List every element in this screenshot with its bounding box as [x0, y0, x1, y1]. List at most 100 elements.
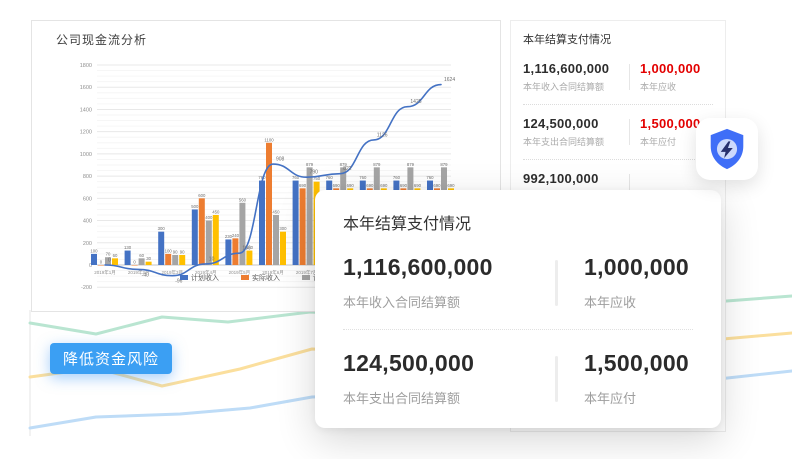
svg-text:1400: 1400: [80, 107, 92, 113]
svg-text:760: 760: [292, 175, 300, 180]
stat-expense-settled: 124,500,000 本年支出合同结算额: [523, 116, 629, 148]
popup-label: 本年支出合同结算额: [343, 391, 461, 406]
svg-text:760: 760: [258, 175, 266, 180]
svg-text:560: 560: [239, 197, 247, 202]
column-divider: [555, 259, 558, 306]
svg-text:2019年2月: 2019年2月: [128, 269, 150, 276]
stat-value: 992,100,000: [523, 171, 599, 186]
svg-text:90: 90: [173, 250, 178, 255]
svg-text:1126: 1126: [377, 132, 388, 138]
svg-text:690: 690: [414, 183, 422, 188]
svg-text:1800: 1800: [80, 63, 92, 69]
svg-text:-96: -96: [175, 279, 182, 285]
stat-income-settled: 1,116,600,000 本年收入合同结算额: [523, 61, 629, 93]
svg-text:760: 760: [359, 175, 367, 180]
svg-text:60: 60: [139, 253, 144, 258]
svg-text:822: 822: [343, 166, 352, 172]
svg-text:500: 500: [191, 204, 199, 209]
svg-text:0: 0: [100, 260, 103, 265]
svg-text:240: 240: [232, 233, 240, 238]
svg-text:30: 30: [146, 256, 151, 261]
stat-label: 本年收入合同结算额: [523, 82, 605, 92]
popup-label: 本年收入合同结算额: [343, 295, 461, 310]
svg-text:0: 0: [133, 260, 136, 265]
popup-expense-settled: 124,500,000 本年支出合同结算额: [343, 350, 555, 407]
shield-icon-card: [696, 118, 758, 180]
svg-text:2019年6月: 2019年6月: [262, 269, 284, 276]
stat-payable: 1,500,000 本年应付: [638, 116, 713, 148]
svg-text:879: 879: [440, 162, 448, 167]
stat-receivable: 1,000,000 本年应收: [638, 61, 713, 93]
svg-text:450: 450: [272, 210, 280, 215]
settlement-popup-card: 本年结算支付情况 1,116,600,000 本年收入合同结算额 1,000,0…: [315, 190, 721, 428]
svg-text:1100: 1100: [264, 137, 274, 142]
svg-text:908: 908: [276, 157, 285, 163]
svg-text:70: 70: [106, 252, 111, 257]
reduce-risk-badge[interactable]: 降低资金风险: [50, 343, 173, 374]
svg-text:1600: 1600: [80, 85, 92, 91]
column-divider: [555, 355, 558, 402]
svg-text:600: 600: [83, 196, 92, 202]
svg-text:690: 690: [380, 183, 388, 188]
svg-text:760: 760: [426, 175, 434, 180]
popup-value-red: 1,500,000: [584, 350, 690, 376]
svg-text:实际收入: 实际收入: [252, 273, 280, 282]
svg-text:690: 690: [347, 183, 355, 188]
svg-text:-200: -200: [81, 285, 92, 291]
column-divider: [629, 119, 630, 145]
svg-text:1425: 1425: [410, 99, 421, 105]
popup-payable: 1,500,000 本年应付: [558, 350, 693, 407]
svg-text:0: 0: [89, 263, 92, 269]
popup-title: 本年结算支付情况: [343, 216, 472, 233]
popup-value-red: 1,000,000: [584, 254, 690, 280]
svg-text:1200: 1200: [80, 130, 92, 136]
popup-value: 1,116,600,000: [343, 254, 493, 280]
column-divider: [629, 174, 630, 200]
svg-text:690: 690: [447, 183, 455, 188]
dotted-separator: [343, 329, 693, 330]
svg-text:450: 450: [212, 210, 220, 215]
svg-text:879: 879: [340, 162, 348, 167]
popup-income-settled: 1,116,600,000 本年收入合同结算额: [343, 254, 555, 311]
svg-text:790: 790: [310, 170, 319, 176]
svg-text:300: 300: [158, 226, 166, 231]
settlement-row-expense: 124,500,000 本年支出合同结算额 1,500,000 本年应付: [523, 116, 713, 148]
settlement-panel-title: 本年结算支付情况: [523, 34, 611, 46]
svg-text:106: 106: [242, 246, 251, 252]
svg-text:10: 10: [209, 256, 215, 262]
svg-text:750: 750: [313, 176, 321, 181]
settlement-row-income: 1,116,600,000 本年收入合同结算额 1,000,000 本年应收: [523, 61, 713, 93]
svg-text:400: 400: [83, 219, 92, 225]
svg-text:2019年3月: 2019年3月: [161, 269, 183, 276]
stat-label: 本年支出合同结算额: [523, 137, 605, 147]
cash-flow-card-title: 公司现金流分析: [56, 33, 148, 47]
svg-text:690: 690: [299, 183, 307, 188]
column-divider: [629, 64, 630, 90]
svg-text:760: 760: [326, 175, 334, 180]
svg-text:90: 90: [180, 250, 185, 255]
shield-lightning-icon: [710, 128, 744, 170]
svg-text:1000: 1000: [80, 152, 92, 158]
svg-text:2019年5月: 2019年5月: [229, 269, 251, 276]
svg-text:690: 690: [400, 183, 408, 188]
svg-text:879: 879: [407, 162, 415, 167]
dotted-separator: [523, 104, 713, 105]
svg-text:-40: -40: [142, 272, 149, 278]
svg-text:690: 690: [433, 183, 441, 188]
svg-text:130: 130: [246, 245, 254, 250]
popup-row-income: 1,116,600,000 本年收入合同结算额 1,000,000 本年应收: [343, 254, 693, 311]
svg-text:2019年1月: 2019年1月: [94, 269, 116, 276]
svg-text:100: 100: [165, 248, 173, 253]
svg-text:879: 879: [373, 162, 381, 167]
svg-text:690: 690: [366, 183, 374, 188]
svg-text:60: 60: [113, 253, 118, 258]
svg-text:130: 130: [124, 245, 132, 250]
popup-value: 124,500,000: [343, 350, 475, 376]
svg-text:800: 800: [83, 174, 92, 180]
popup-receivable: 1,000,000 本年应收: [558, 254, 693, 311]
stat-value-red: 1,500,000: [640, 116, 701, 131]
svg-text:2019年4月: 2019年4月: [195, 269, 217, 276]
svg-text:760: 760: [393, 175, 401, 180]
popup-label: 本年应付: [584, 391, 637, 406]
svg-text:879: 879: [306, 162, 314, 167]
